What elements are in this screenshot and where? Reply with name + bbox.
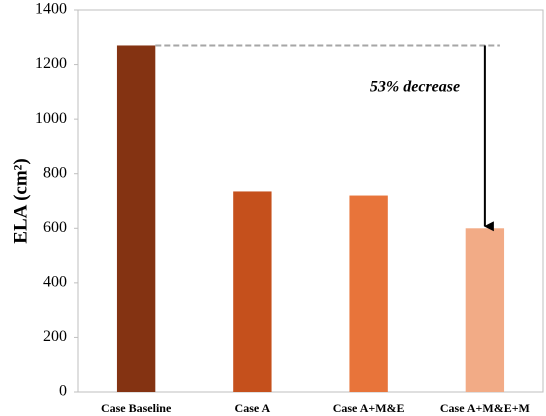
y-axis-label: ELA (cm²) — [10, 158, 31, 243]
x-tick-label: Case Baseline — [101, 401, 172, 415]
bar — [465, 228, 505, 392]
bar — [116, 45, 156, 392]
bar — [233, 191, 272, 392]
y-tick-label: 200 — [43, 328, 67, 345]
y-tick-label: 1000 — [35, 110, 67, 127]
x-tick-label: Case A+M&E+M — [440, 401, 530, 415]
y-tick-label: 400 — [43, 274, 67, 291]
y-tick-label: 800 — [43, 164, 67, 181]
bar — [349, 195, 388, 392]
y-tick-label: 600 — [43, 219, 67, 236]
y-tick-label: 0 — [59, 383, 67, 400]
y-tick-label: 1400 — [35, 1, 67, 18]
x-tick-label: Case A — [235, 401, 271, 415]
x-tick-label: Case A+M&E — [333, 401, 405, 415]
y-tick-label: 1200 — [35, 55, 67, 72]
plot-frame — [77, 9, 544, 393]
annotation: 53% decrease — [370, 79, 460, 96]
